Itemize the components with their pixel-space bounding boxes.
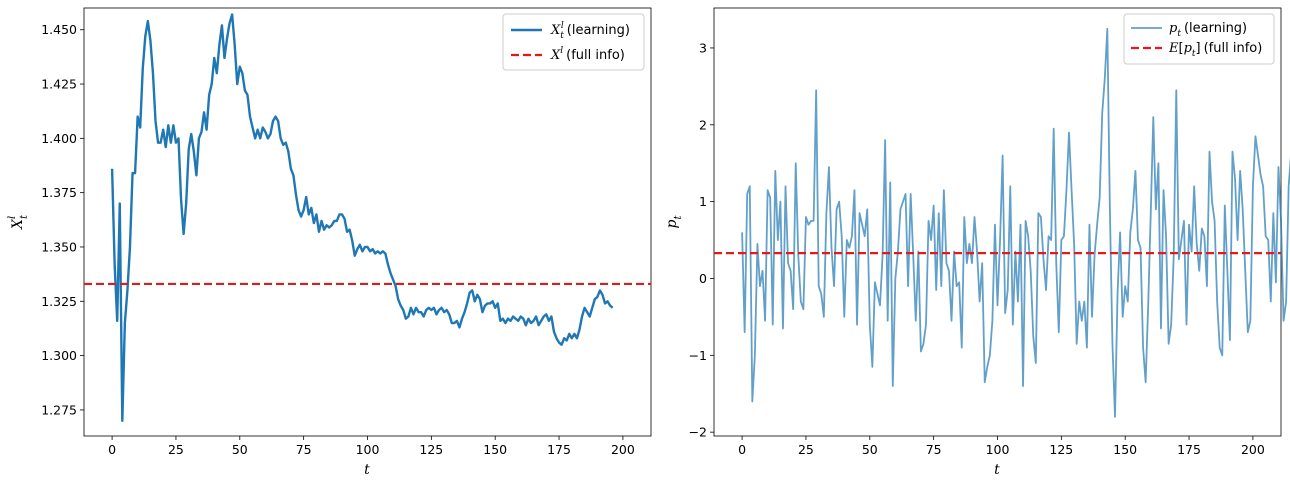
y-tick-label: 1.425: [41, 77, 77, 92]
right-legend-learning-text: (learning): [1184, 21, 1247, 36]
right-legend-full-info-text: (full info): [1204, 41, 1263, 56]
left-legend-full-info-text: (full info): [566, 48, 625, 63]
left-plot-frame: [83, 7, 652, 437]
y-tick-label: 3: [699, 40, 707, 55]
x-tick-label: 150: [483, 442, 507, 457]
right-y-axis-label: pt: [664, 215, 684, 229]
x-tick-label: 125: [419, 442, 443, 457]
x-tick-label: 175: [547, 442, 571, 457]
y-tick-label: 1.400: [41, 131, 77, 146]
y-tick-label: −2: [689, 425, 707, 440]
left-legend-full-info-label: Xl (full info): [550, 46, 625, 63]
x-tick-label: 75: [296, 442, 312, 457]
y-tick-label: 1.350: [41, 239, 77, 254]
y-tick-label: 2: [699, 117, 707, 132]
right-legend: pt (learning) E[pt] (full info): [1123, 13, 1275, 65]
right-x-axis-label: t: [994, 462, 1000, 478]
right-legend-full-info-label: E[pt] (full info): [1168, 41, 1262, 59]
left-x-ticks: 0 25 50 75 100 125 150 175 200: [108, 436, 635, 457]
y-tick-label: 1.325: [41, 294, 77, 309]
x-tick-label: 175: [1177, 442, 1201, 457]
x-tick-label: 75: [926, 442, 942, 457]
right-panel: 0 25 50 75 100 125 150 175 200 −2 −1 0 1 2 3 t pt pt(…: [664, 7, 1290, 478]
x-tick-label: 25: [798, 442, 814, 457]
y-tick-label: 1.450: [41, 22, 77, 37]
x-tick-label: 50: [232, 442, 248, 457]
left-y-axis-label: Xtl: [7, 214, 30, 230]
x-tick-label: 0: [738, 442, 746, 457]
y-tick-label: 1.375: [41, 185, 77, 200]
y-tick-label: 1: [699, 194, 707, 209]
x-tick-label: 200: [1241, 442, 1265, 457]
left-legend-learning-text: (learning): [567, 23, 630, 38]
x-tick-label: 25: [168, 442, 184, 457]
x-tick-label: 100: [356, 442, 380, 457]
left-x-axis-label: t: [364, 462, 370, 478]
left-legend: Xtl (learning) Xl (full info): [502, 13, 645, 71]
x-tick-label: 50: [862, 442, 878, 457]
right-x-ticks: 0 25 50 75 100 125 150 175 200: [738, 436, 1265, 457]
left-panel: 0 25 50 75 100 125 150 175 200 1.2751.3001.3251.…: [7, 7, 652, 478]
x-tick-label: 150: [1113, 442, 1137, 457]
left-learning-series-line: [110, 13, 614, 422]
right-y-ticks: −2 −1 0 1 2 3: [689, 40, 714, 440]
y-tick-label: 1.275: [41, 402, 77, 417]
x-tick-label: 0: [108, 442, 116, 457]
x-tick-label: 200: [611, 442, 635, 457]
y-tick-label: 0: [699, 271, 707, 286]
right-legend-box: [1123, 13, 1275, 65]
right-learning-series-line: [741, 27, 1290, 418]
y-tick-label: −1: [689, 348, 707, 363]
right-legend-learning-label: pt (learning): [1169, 21, 1247, 39]
y-tick-label: 1.300: [41, 348, 77, 363]
left-legend-learning-label: Xtl (learning): [550, 21, 630, 41]
x-tick-label: 125: [1049, 442, 1073, 457]
left-y-ticks: 1.275 1.300 1.325 1.350 1.375 1.400 1.425 1.450: [41, 22, 84, 417]
x-tick-label: 100: [986, 442, 1010, 457]
